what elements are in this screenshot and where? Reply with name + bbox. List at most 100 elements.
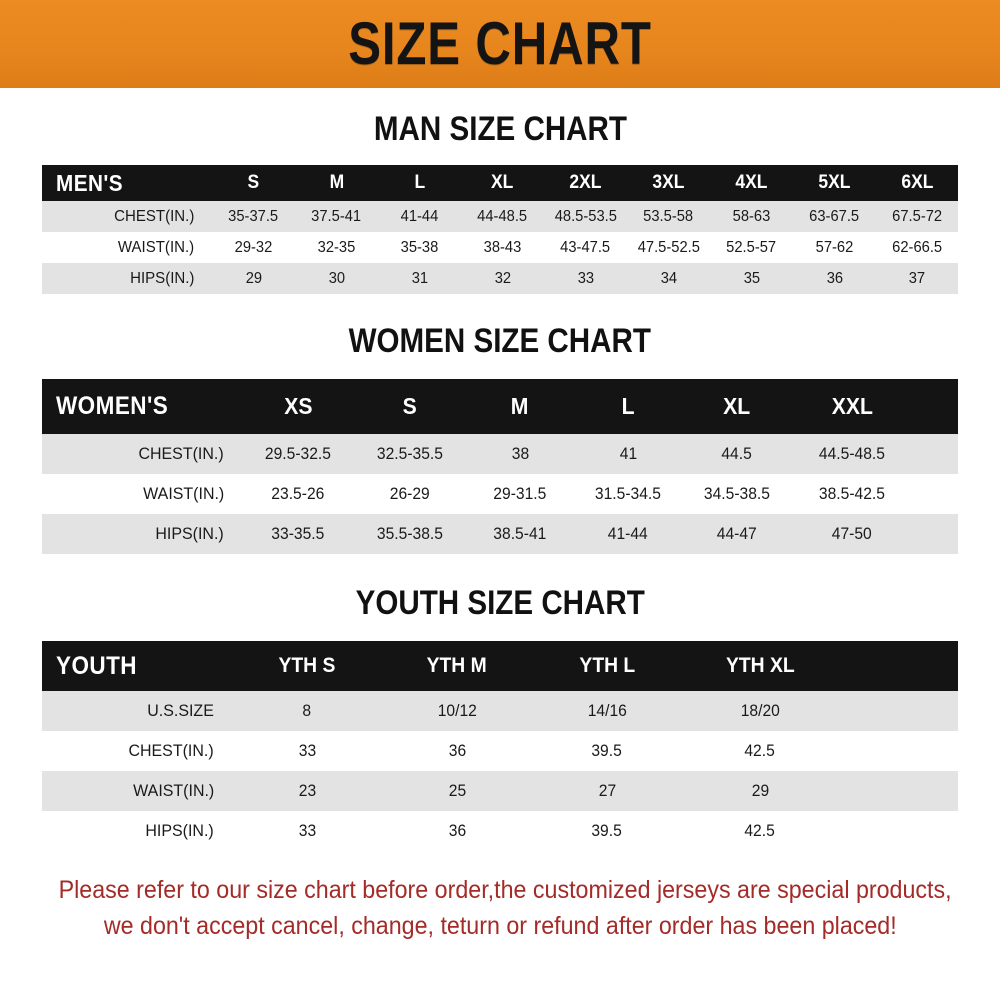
men-cell-0-6: 58-63 — [732, 207, 771, 225]
women-cell-0-2: 38 — [511, 444, 529, 463]
women-row-label-2: HIPS(IN.) — [155, 524, 224, 543]
men-cell-1-6: 52.5-57 — [726, 238, 777, 256]
youth-row-label-1: CHEST(IN.) — [128, 741, 214, 760]
table-row: CHEST(IN.) 33 36 39.5 42.5 — [42, 731, 958, 771]
women-cell-spacer — [912, 514, 958, 554]
men-cell-0-3: 44-48.5 — [477, 207, 528, 225]
table-row: HIPS(IN.) 33 36 39.5 42.5 — [42, 811, 958, 851]
youth-cell-0-0: 8 — [302, 701, 312, 720]
women-cell-1-5: 38.5-42.5 — [818, 484, 886, 503]
men-size-col-2: L — [414, 172, 425, 193]
youth-cell-3-2: 39.5 — [591, 821, 623, 840]
youth-cell-1-0: 33 — [298, 741, 316, 760]
men-size-col-4: 2XL — [569, 172, 602, 193]
youth-cell-2-2: 27 — [598, 781, 616, 800]
men-cell-2-5: 34 — [660, 269, 677, 287]
women-size-col-0: XS — [283, 393, 313, 419]
men-row-label-2: HIPS(IN.) — [129, 269, 194, 287]
women-cell-0-4: 44.5 — [721, 444, 753, 463]
footer-line-1: Please refer to our size chart before or… — [58, 876, 952, 904]
women-cell-0-5: 44.5-48.5 — [818, 444, 886, 463]
page-banner: SIZE CHART — [0, 0, 1000, 88]
men-size-col-8: 6XL — [900, 172, 934, 193]
women-cell-2-1: 35.5-38.5 — [376, 524, 444, 543]
women-cell-0-1: 32.5-35.5 — [376, 444, 444, 463]
men-cell-1-3: 38-43 — [483, 238, 522, 256]
men-table-header-row: MEN'S S M L XL 2XL 3XL 4XL 5XL 6XL — [42, 165, 958, 201]
table-row: WAIST(IN.) 29-32 32-35 35-38 38-43 43-47… — [42, 232, 958, 263]
women-size-col-4: XL — [723, 393, 751, 419]
youth-cell-3-0: 33 — [298, 821, 316, 840]
men-row-label-0: CHEST(IN.) — [113, 207, 194, 225]
women-cell-0-0: 29.5-32.5 — [264, 444, 332, 463]
table-row: U.S.SIZE 8 10/12 14/16 18/20 — [42, 691, 958, 731]
women-size-col-2: M — [511, 393, 529, 419]
youth-cell-1-3: 42.5 — [744, 741, 776, 760]
youth-size-col-2: YTH L — [579, 654, 635, 677]
youth-cell-2-3: 29 — [751, 781, 769, 800]
women-cell-2-0: 33-35.5 — [271, 524, 325, 543]
women-row-label-1: WAIST(IN.) — [142, 484, 224, 503]
table-row: CHEST(IN.) 29.5-32.5 32.5-35.5 38 41 44.… — [42, 434, 958, 474]
youth-cell-0-3: 18/20 — [740, 701, 780, 720]
men-cell-2-2: 31 — [411, 269, 428, 287]
women-size-table: WOMEN'S XS S M L XL XXL CHEST(IN.) 29.5-… — [42, 379, 958, 554]
table-row: HIPS(IN.) 33-35.5 35.5-38.5 38.5-41 41-4… — [42, 514, 958, 554]
youth-row-label-3: HIPS(IN.) — [145, 821, 214, 840]
men-cell-0-4: 48.5-53.5 — [554, 207, 617, 225]
men-cell-2-8: 37 — [908, 269, 926, 287]
youth-corner-label: YOUTH — [56, 651, 137, 680]
youth-cell-1-1: 36 — [448, 741, 466, 760]
page-title: SIZE CHART — [348, 10, 652, 77]
men-corner-label: MEN'S — [56, 169, 123, 196]
women-size-col-1: S — [402, 393, 418, 419]
men-section: MAN SIZE CHART MEN'S S M L XL 2XL 3XL 4X… — [0, 88, 1000, 294]
men-cell-1-1: 32-35 — [317, 238, 356, 256]
youth-section-title: YOUTH SIZE CHART — [0, 554, 1000, 641]
women-cell-2-3: 41-44 — [607, 524, 648, 543]
women-section: WOMEN SIZE CHART WOMEN'S XS S M L XL XXL — [0, 294, 1000, 554]
women-row-label-0: CHEST(IN.) — [138, 444, 224, 463]
table-row: WAIST(IN.) 23 25 27 29 — [42, 771, 958, 811]
women-cell-1-4: 34.5-38.5 — [703, 484, 771, 503]
women-section-title-text: WOMEN SIZE CHART — [348, 322, 652, 360]
women-cell-0-3: 41 — [619, 444, 637, 463]
women-cell-1-3: 31.5-34.5 — [594, 484, 662, 503]
men-cell-1-5: 47.5-52.5 — [637, 238, 700, 256]
footer-line-2: we don't accept cancel, change, teturn o… — [103, 911, 897, 940]
women-table-header-row: WOMEN'S XS S M L XL XXL — [42, 379, 958, 434]
youth-table-header-row: YOUTH YTH S YTH M YTH L YTH XL — [42, 641, 958, 691]
youth-cell-spacer — [838, 811, 958, 851]
table-row: CHEST(IN.) 35-37.5 37.5-41 41-44 44-48.5… — [42, 201, 958, 232]
men-cell-0-0: 35-37.5 — [228, 207, 279, 225]
footer-disclaimer: Please refer to our size chart before or… — [25, 851, 975, 944]
table-row: WAIST(IN.) 23.5-26 26-29 29-31.5 31.5-34… — [42, 474, 958, 514]
youth-header-spacer — [838, 641, 958, 691]
men-size-col-0: S — [247, 172, 260, 193]
youth-cell-spacer — [838, 771, 958, 811]
men-cell-2-7: 36 — [826, 269, 843, 287]
youth-size-col-3: YTH XL — [725, 654, 795, 677]
youth-size-col-1: YTH M — [426, 654, 488, 677]
men-row-label-1: WAIST(IN.) — [117, 238, 194, 256]
women-header-spacer — [912, 379, 958, 434]
men-size-table: MEN'S S M L XL 2XL 3XL 4XL 5XL 6XL CHEST… — [42, 165, 958, 294]
youth-size-col-0: YTH S — [278, 654, 336, 677]
youth-size-table: YOUTH YTH S YTH M YTH L YTH XL U.S.SIZE … — [42, 641, 958, 851]
men-cell-2-0: 29 — [245, 269, 262, 287]
youth-cell-3-1: 36 — [448, 821, 466, 840]
women-section-title: WOMEN SIZE CHART — [0, 294, 1000, 379]
men-cell-1-8: 62-66.5 — [892, 238, 942, 256]
men-cell-2-3: 32 — [494, 269, 511, 287]
youth-section: YOUTH SIZE CHART YOUTH YTH S YTH M YTH L… — [0, 554, 1000, 851]
women-cell-1-1: 26-29 — [389, 484, 430, 503]
youth-row-label-2: WAIST(IN.) — [132, 781, 214, 800]
women-cell-1-2: 29-31.5 — [493, 484, 547, 503]
men-size-col-5: 3XL — [652, 172, 685, 193]
men-cell-0-1: 37.5-41 — [311, 207, 362, 225]
youth-cell-0-1: 10/12 — [437, 701, 477, 720]
youth-cell-spacer — [838, 691, 958, 731]
men-size-col-7: 5XL — [818, 172, 851, 193]
youth-section-title-text: YOUTH SIZE CHART — [355, 584, 645, 622]
